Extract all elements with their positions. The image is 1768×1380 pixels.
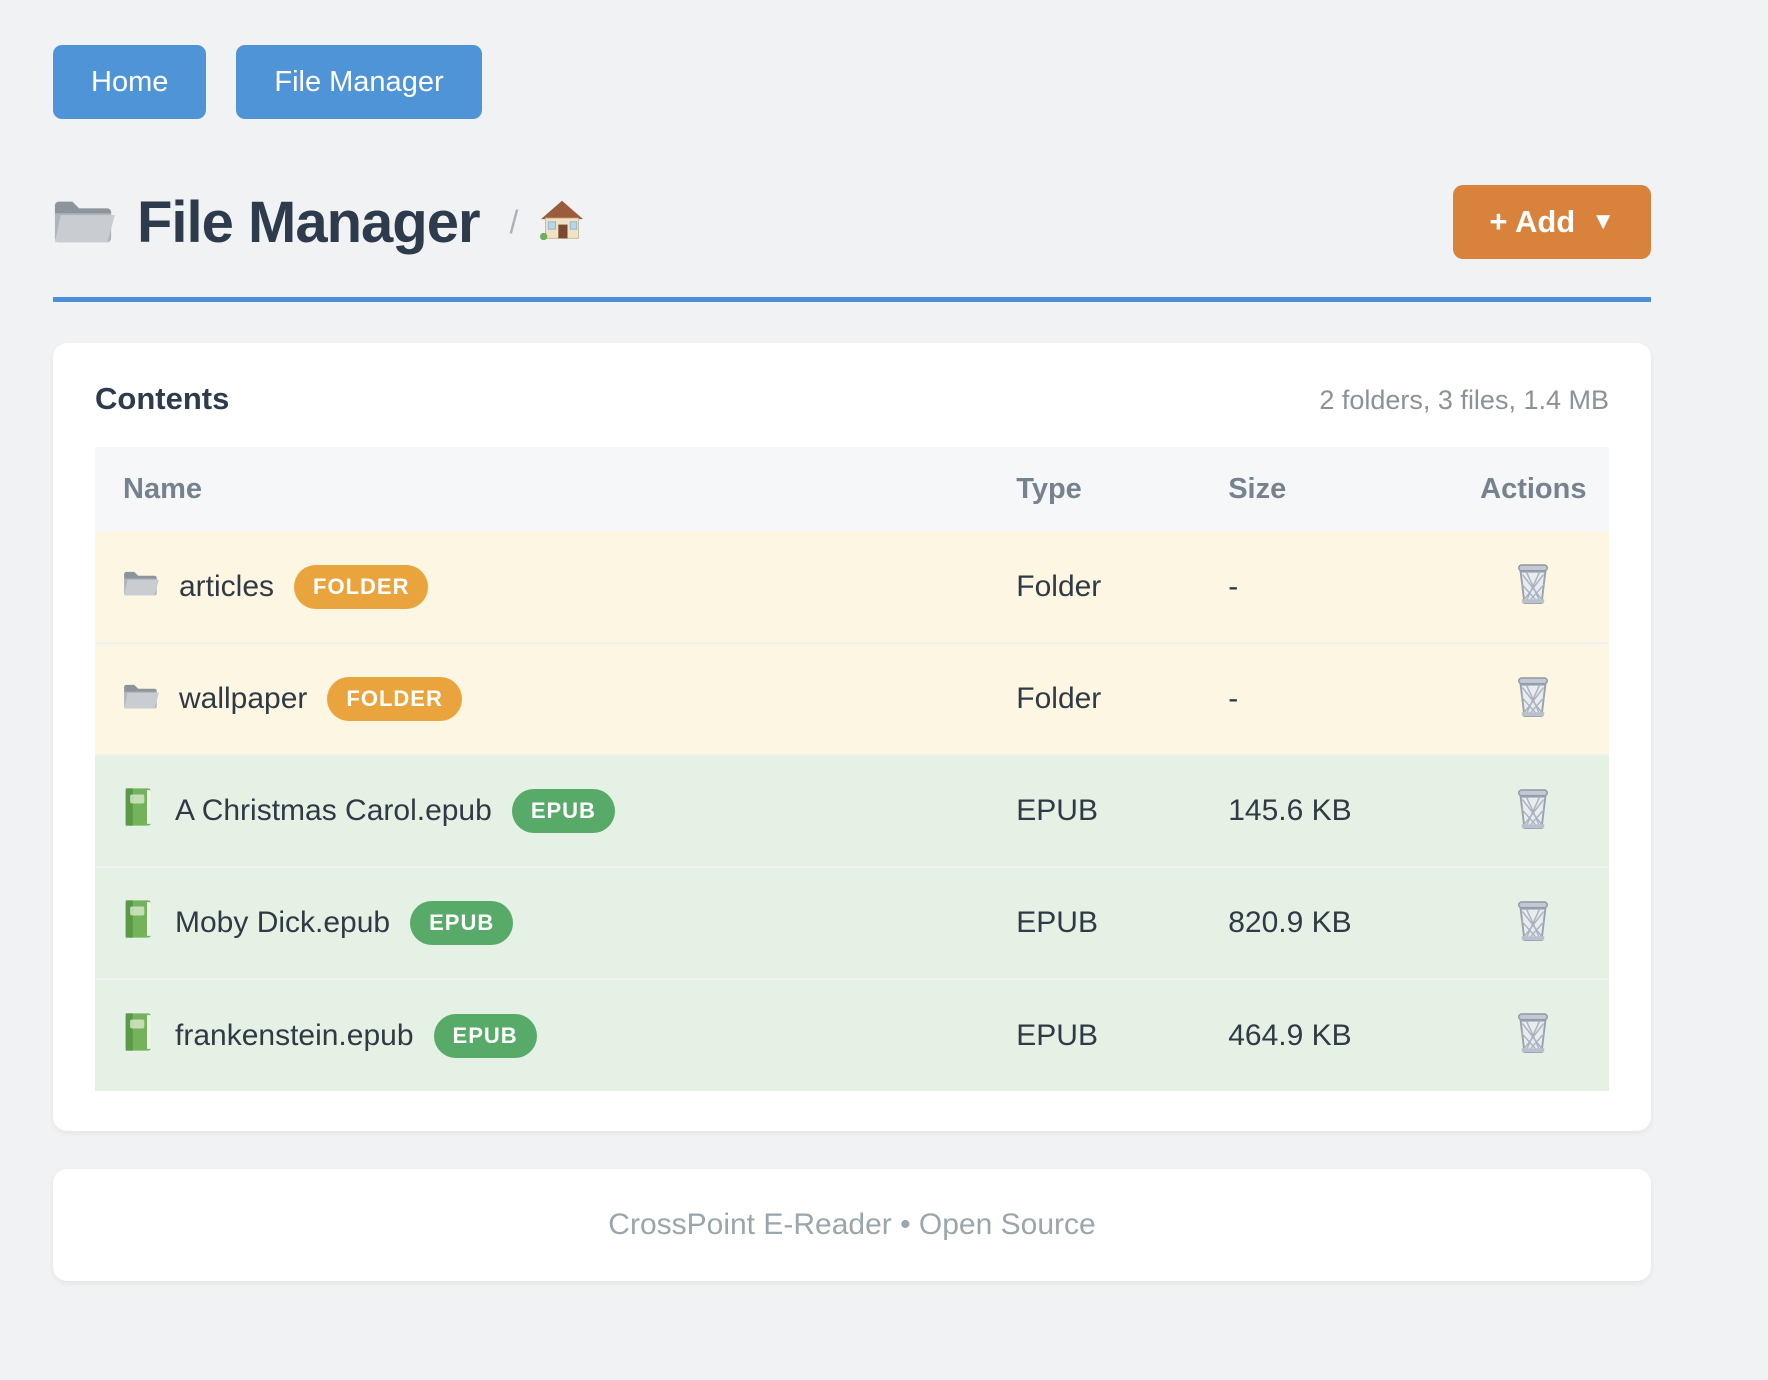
caret-down-icon: ▼ xyxy=(1591,208,1615,235)
file-size: 145.6 KB xyxy=(1200,754,1458,867)
file-type: Folder xyxy=(988,642,1201,755)
table-header-row: Name Type Size Actions xyxy=(95,447,1609,531)
folder-icon xyxy=(53,193,115,252)
breadcrumb-separator: / xyxy=(509,203,519,240)
contents-heading: Contents xyxy=(95,381,230,416)
page-header: File Manager / + Add ▼ xyxy=(53,185,1651,259)
epub-badge: EPUB xyxy=(410,901,514,945)
file-size: 820.9 KB xyxy=(1200,866,1458,979)
contents-card: Contents 2 folders, 3 files, 1.4 MB Name… xyxy=(53,343,1651,1131)
header-divider xyxy=(53,297,1651,302)
folder-badge: FOLDER xyxy=(327,677,462,721)
table-row[interactable]: Moby Dick.epub EPUB EPUB 820.9 KB xyxy=(95,866,1609,979)
home-breadcrumb-icon[interactable] xyxy=(539,199,584,246)
folder-icon xyxy=(123,680,159,719)
add-button[interactable]: + Add ▼ xyxy=(1453,185,1651,259)
file-table: Name Type Size Actions articles FOLDER F… xyxy=(95,447,1609,1091)
home-button[interactable]: Home xyxy=(53,45,207,119)
file-type: EPUB xyxy=(988,754,1201,867)
delete-button[interactable] xyxy=(1507,1006,1559,1065)
footer-card: CrossPoint E-Reader • Open Source xyxy=(53,1169,1651,1281)
delete-button[interactable] xyxy=(1507,670,1559,729)
file-name[interactable]: wallpaper xyxy=(179,682,308,715)
delete-button[interactable] xyxy=(1507,782,1559,841)
add-button-label: + Add xyxy=(1489,204,1576,239)
book-icon xyxy=(123,787,155,835)
contents-summary: 2 folders, 3 files, 1.4 MB xyxy=(1319,385,1609,415)
page-container: Home File Manager File Manager / + Add ▼… xyxy=(53,0,1651,1281)
top-nav: Home File Manager xyxy=(53,45,1651,119)
file-type: EPUB xyxy=(988,866,1201,979)
file-size: 464.9 KB xyxy=(1200,978,1458,1091)
epub-badge: EPUB xyxy=(511,789,615,833)
column-header-size: Size xyxy=(1200,447,1458,531)
file-name[interactable]: frankenstein.epub xyxy=(175,1018,414,1052)
file-name[interactable]: Moby Dick.epub xyxy=(175,906,391,939)
folder-icon xyxy=(123,567,159,606)
file-type: EPUB xyxy=(988,978,1201,1091)
file-type: Folder xyxy=(988,531,1201,643)
book-icon xyxy=(123,899,155,947)
table-row[interactable]: A Christmas Carol.epub EPUB EPUB 145.6 K… xyxy=(95,754,1609,867)
footer-text: CrossPoint E-Reader • Open Source xyxy=(608,1208,1096,1241)
table-row[interactable]: frankenstein.epub EPUB EPUB 464.9 KB xyxy=(95,978,1609,1091)
column-header-type: Type xyxy=(988,447,1201,531)
folder-badge: FOLDER xyxy=(294,564,429,609)
delete-button[interactable] xyxy=(1507,894,1559,953)
epub-badge: EPUB xyxy=(433,1013,537,1058)
file-name[interactable]: articles xyxy=(179,569,275,603)
column-header-name: Name xyxy=(95,447,989,531)
page-title: File Manager xyxy=(137,189,481,255)
column-header-actions: Actions xyxy=(1457,447,1609,531)
file-size: - xyxy=(1200,642,1458,755)
file-manager-button[interactable]: File Manager xyxy=(236,45,482,119)
file-size: - xyxy=(1200,531,1458,643)
table-row[interactable]: wallpaper FOLDER Folder - xyxy=(95,642,1609,755)
file-name[interactable]: A Christmas Carol.epub xyxy=(175,794,492,827)
book-icon xyxy=(123,1012,155,1060)
delete-button[interactable] xyxy=(1507,557,1559,616)
table-row[interactable]: articles FOLDER Folder - xyxy=(95,531,1609,643)
